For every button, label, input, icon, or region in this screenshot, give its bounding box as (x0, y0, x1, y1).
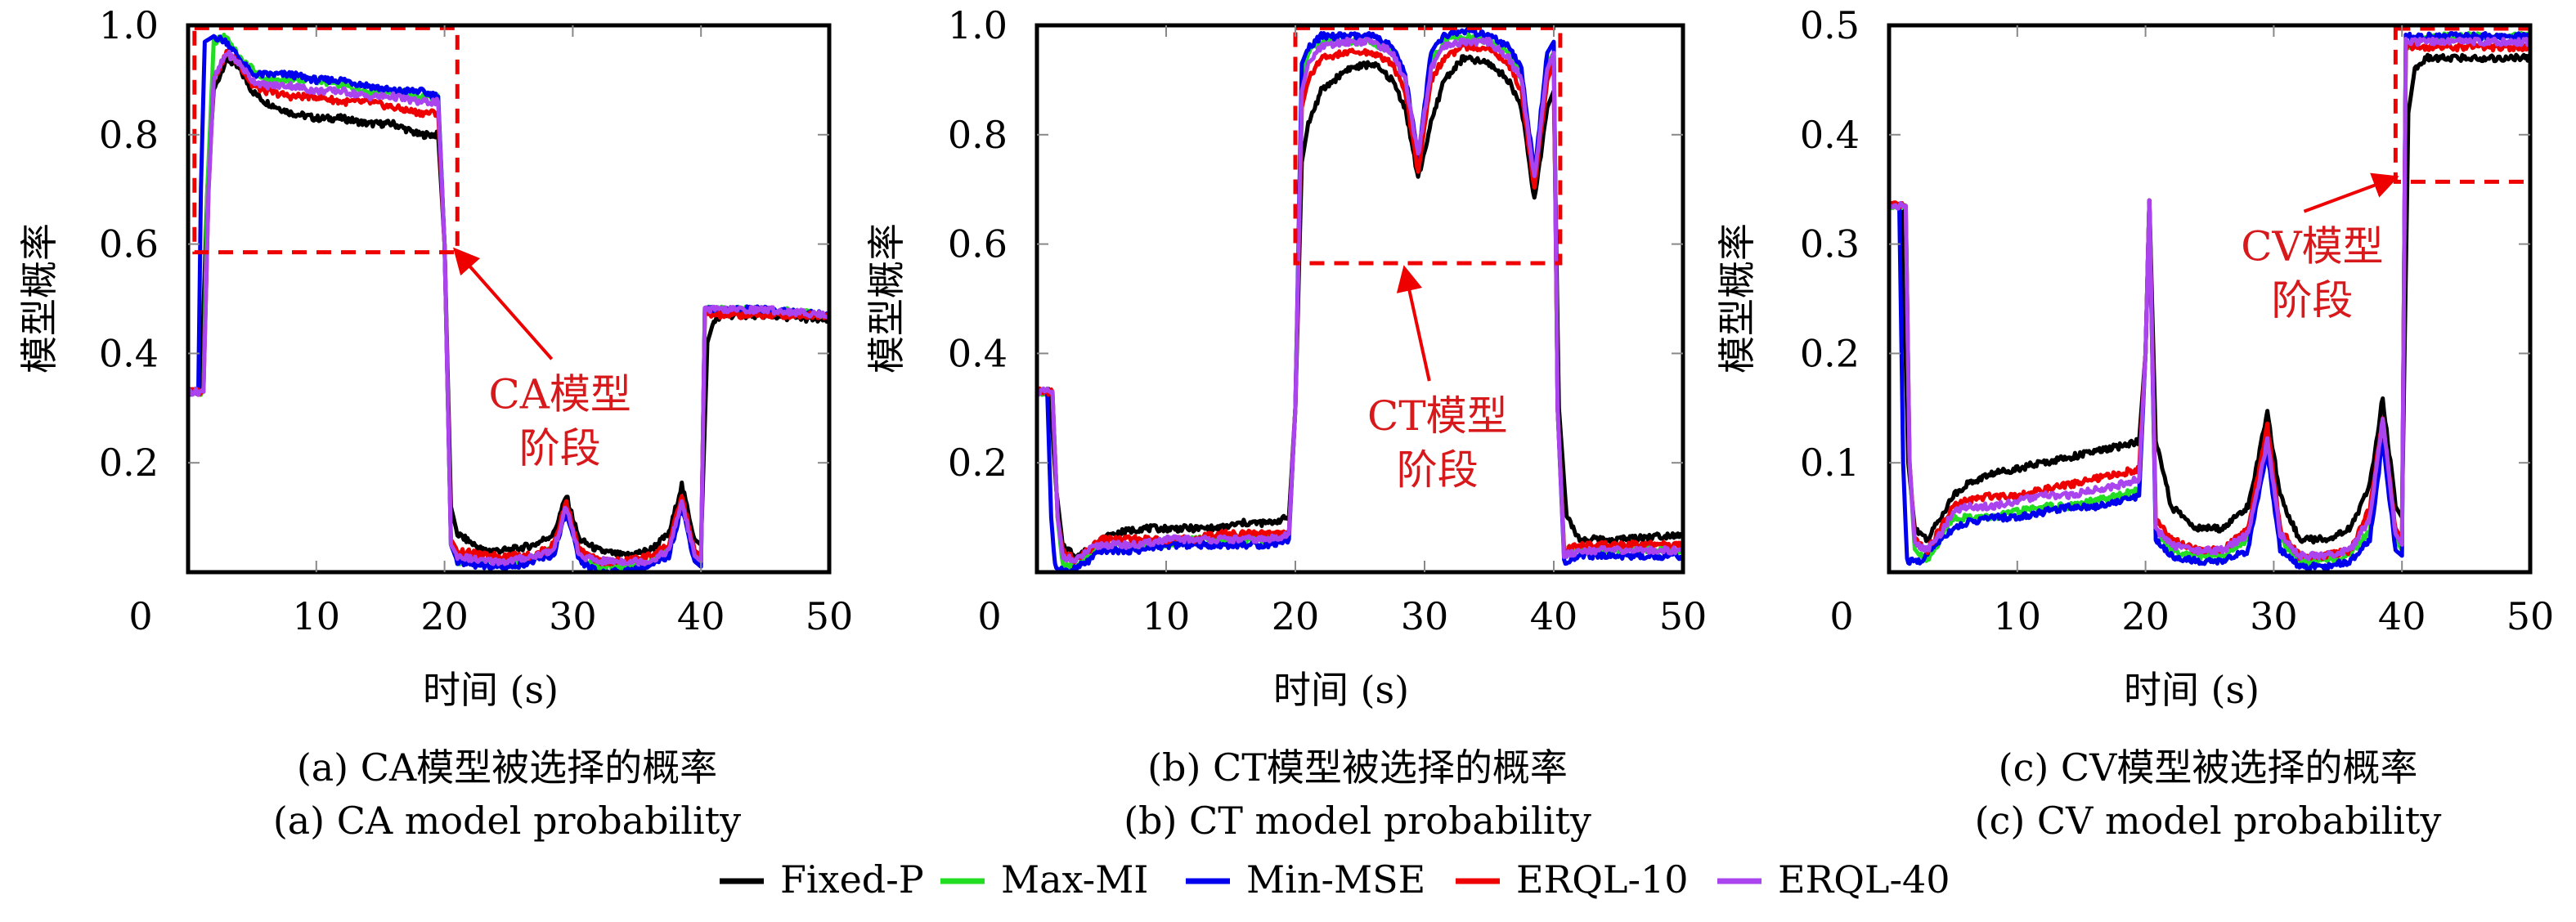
x-tick-label: 0 (128, 594, 152, 638)
x-tick-label: 10 (1994, 594, 2042, 638)
panel-a: 0 10 20 30 40 50 0.2 0.4 0.6 0.8 1.0 模型概率 时间 (s) (… (17, 3, 853, 843)
x-tick-label: 0 (1829, 594, 1853, 638)
plot-frame-c (1887, 23, 2533, 575)
annotation-label-a-line2: 阶段 (519, 424, 601, 472)
x-tick-label: 30 (1401, 594, 1449, 638)
legend-label-fixed-p: Fixed-P (780, 857, 924, 902)
annotation-label-a-line1: CA模型 (489, 370, 631, 418)
annotation-arrow-a (452, 247, 554, 360)
series-line-c-max-mi (1887, 31, 2533, 566)
series-layer-a (186, 32, 832, 575)
series-line-a-min-mse (187, 34, 832, 575)
series-line-a-erql-40 (186, 49, 832, 566)
x-tick-label: 30 (549, 594, 597, 638)
y-tick-label: 0.3 (1800, 222, 1860, 266)
legend-label-erql-10: ERQL-10 (1516, 857, 1689, 902)
x-tick-label: 50 (806, 594, 854, 638)
ticks-c: 0 10 20 30 40 50 0.1 0.2 0.3 0.4 0.5 (1800, 3, 2554, 638)
x-tick-label: 20 (2121, 594, 2170, 638)
annotation-c (2303, 26, 2533, 213)
x-axis-title-b: 时间 (s) (1273, 668, 1409, 712)
y-tick-label: 0.6 (948, 222, 1008, 266)
annotation-label-c-line1: CV模型 (2241, 223, 2383, 271)
legend: Fixed-P Max-MI Min-MSE ERQL-10 ERQL-40 (720, 857, 1950, 902)
series-line-c-erql-40 (1887, 36, 2533, 562)
series-line-b-max-mi (1034, 32, 1684, 572)
annotation-label-c-line2: 阶段 (2271, 277, 2353, 324)
y-tick-label: 0.8 (99, 113, 159, 157)
y-tick-label: 0.2 (948, 441, 1008, 485)
x-axis-title-a: 时间 (s) (423, 668, 559, 712)
series-line-b-fixed-p (1036, 54, 1685, 562)
x-tick-label: 20 (420, 594, 469, 638)
y-axis-title-c: 模型概率 (1715, 223, 1759, 374)
x-tick-label: 50 (1659, 594, 1708, 638)
x-tick-label: 30 (2250, 594, 2298, 638)
caption-cn-a: (a) CA模型被选择的概率 (297, 745, 717, 790)
y-tick-label: 0.2 (1800, 331, 1860, 375)
y-tick-label: 0.4 (99, 331, 159, 375)
y-tick-label: 0.4 (1800, 113, 1860, 157)
series-line-b-erql-40 (1034, 36, 1684, 564)
panel-b: 0 10 20 30 40 50 0.2 0.4 0.6 0.8 1.0 模型概率 时间 (s) (… (864, 3, 1707, 843)
y-axis-title-a: 模型概率 (17, 223, 61, 374)
annotation-arrow-b (1396, 265, 1431, 382)
caption-en-b: (b) CT model probability (1124, 799, 1591, 843)
plot-frame-a (186, 23, 832, 575)
annotation-a (192, 25, 554, 360)
y-tick-label: 1.0 (948, 3, 1008, 47)
x-tick-label: 0 (977, 594, 1001, 638)
series-line-b-min-mse (1036, 27, 1685, 575)
caption-cn-c: (c) CV模型被选择的概率 (1999, 745, 2418, 790)
caption-cn-b: (b) CT模型被选择的概率 (1147, 745, 1568, 790)
panel-c: 0 10 20 30 40 50 0.1 0.2 0.3 0.4 0.5 模型概率 时间 (s) (… (1715, 3, 2554, 843)
y-tick-label: 0.8 (948, 113, 1008, 157)
x-tick-label: 10 (1142, 594, 1191, 638)
annotation-box-b (1293, 25, 1563, 266)
series-layer-b (1034, 27, 1685, 575)
x-axis-title-c: 时间 (s) (2124, 668, 2260, 712)
ticks-a: 0 10 20 30 40 50 0.2 0.4 0.6 0.8 1.0 (99, 3, 853, 638)
y-tick-label: 0.2 (99, 441, 159, 485)
caption-en-a: (a) CA model probability (273, 799, 741, 843)
y-tick-label: 0.4 (948, 331, 1008, 375)
series-line-b-erql-10 (1036, 42, 1685, 565)
series-line-c-fixed-p (1888, 52, 2533, 545)
x-tick-label: 10 (293, 594, 341, 638)
series-line-a-max-mi (186, 32, 832, 572)
legend-label-min-mse: Min-MSE (1246, 857, 1425, 902)
plot-frame-b (1034, 23, 1685, 575)
series-line-c-erql-10 (1888, 42, 2532, 562)
legend-label-max-mi: Max-MI (1001, 857, 1148, 902)
series-line-a-erql-10 (186, 48, 832, 566)
annotation-label-b-line2: 阶段 (1397, 446, 1479, 494)
legend-label-erql-40: ERQL-40 (1778, 857, 1950, 902)
x-tick-label: 40 (2378, 594, 2426, 638)
y-axis-title-b: 模型概率 (864, 223, 909, 374)
x-tick-label: 20 (1272, 594, 1320, 638)
x-tick-label: 40 (1530, 594, 1578, 638)
ticks-b: 0 10 20 30 40 50 0.2 0.4 0.6 0.8 1.0 (948, 3, 1707, 638)
series-line-c-min-mse (1888, 31, 2532, 572)
annotation-b (1293, 25, 1563, 382)
y-tick-label: 0.1 (1800, 441, 1860, 485)
y-tick-label: 1.0 (99, 3, 159, 47)
x-tick-label: 40 (677, 594, 725, 638)
y-tick-label: 0.5 (1800, 3, 1860, 47)
annotation-label-b-line1: CT模型 (1367, 392, 1508, 440)
annotation-box-a (192, 25, 460, 255)
series-layer-c (1887, 31, 2533, 572)
annotation-arrow-c (2303, 172, 2399, 213)
x-tick-label: 50 (2506, 594, 2555, 638)
annotation-box-c (2393, 26, 2533, 184)
y-tick-label: 0.6 (99, 222, 159, 266)
caption-en-c: (c) CV model probability (1975, 799, 2442, 843)
